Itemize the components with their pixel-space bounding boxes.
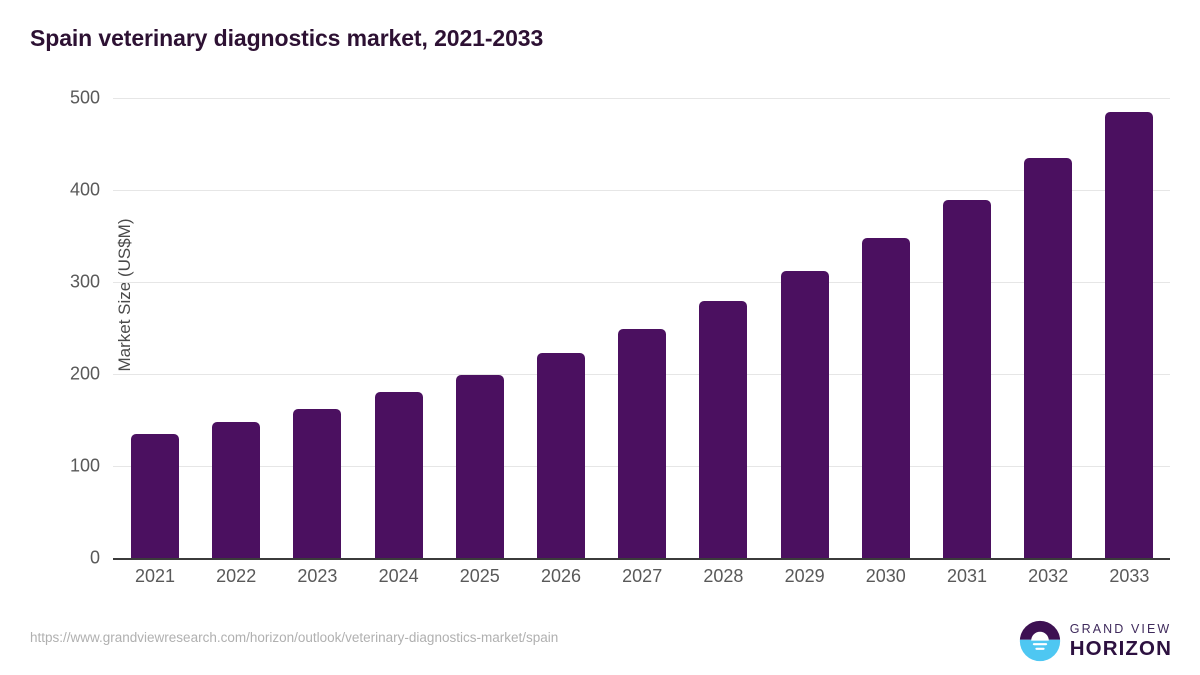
page-title: Spain veterinary diagnostics market, 202… [30, 25, 544, 51]
bar[interactable] [1105, 111, 1154, 558]
bar-column[interactable] [1024, 98, 1073, 558]
gridline [113, 190, 1170, 191]
bar[interactable] [374, 392, 423, 558]
x-tick-label: 2029 [784, 566, 825, 586]
bar-column[interactable] [780, 98, 829, 558]
bar[interactable] [780, 270, 829, 558]
bar[interactable] [699, 301, 748, 558]
x-tick-label: 2028 [703, 566, 744, 586]
bar-column[interactable] [618, 98, 667, 558]
y-tick-label: 300 [69, 271, 100, 292]
logo-line-2: HORIZON [1069, 636, 1172, 660]
x-tick-label: 2031 [946, 566, 988, 586]
bar-column[interactable] [131, 98, 179, 558]
logo-line-1: GRAND VIEW [1069, 622, 1172, 636]
brand-logo[interactable]: GRAND VIEW HORIZON [1019, 620, 1172, 662]
bar[interactable] [131, 433, 179, 558]
bar[interactable] [861, 237, 910, 558]
y-tick-label: 0 [89, 547, 100, 568]
gridline [113, 98, 1170, 99]
bar-column[interactable] [537, 98, 585, 558]
bar-column[interactable] [861, 98, 910, 558]
y-tick-label: 100 [69, 455, 100, 476]
x-tick-label: 2030 [865, 566, 906, 586]
x-tick-label: 2021 [134, 566, 176, 586]
bar-column[interactable] [455, 98, 504, 558]
x-tick-label: 2025 [459, 566, 500, 586]
bar[interactable] [943, 200, 991, 558]
y-tick-label: 400 [69, 179, 100, 200]
bar-column[interactable] [1105, 98, 1154, 558]
x-tick-label: 2027 [622, 566, 663, 586]
bar-column[interactable] [293, 98, 342, 558]
bar-column[interactable] [699, 98, 748, 558]
x-tick-label: 2023 [297, 566, 338, 586]
gridline [113, 282, 1170, 283]
bar[interactable] [1024, 157, 1073, 558]
bar-column[interactable] [943, 98, 991, 558]
y-axis-tick-labels: 0 100 200 300 400 500 [25, 0, 100, 675]
bar[interactable] [537, 352, 585, 558]
bar[interactable] [212, 421, 261, 558]
plot-area [113, 98, 1170, 558]
x-tick-label: 2033 [1109, 566, 1150, 586]
logo-wordmark: GRAND VIEW HORIZON [1070, 623, 1172, 659]
bar[interactable] [293, 408, 342, 558]
bar[interactable] [618, 328, 667, 558]
y-tick-label: 200 [69, 363, 100, 384]
bar[interactable] [455, 374, 504, 558]
source-url[interactable]: https://www.grandviewresearch.com/horizo… [30, 630, 559, 645]
x-tick-label: 2032 [1028, 566, 1069, 586]
x-tick-label: 2026 [540, 566, 582, 586]
bar-column[interactable] [374, 98, 423, 558]
x-tick-label: 2022 [216, 566, 257, 586]
y-tick-label: 500 [69, 87, 100, 108]
horizon-circle-icon [1019, 620, 1060, 662]
bar-column[interactable] [212, 98, 261, 558]
x-tick-label: 2024 [378, 566, 419, 586]
x-axis-line [113, 558, 1170, 560]
